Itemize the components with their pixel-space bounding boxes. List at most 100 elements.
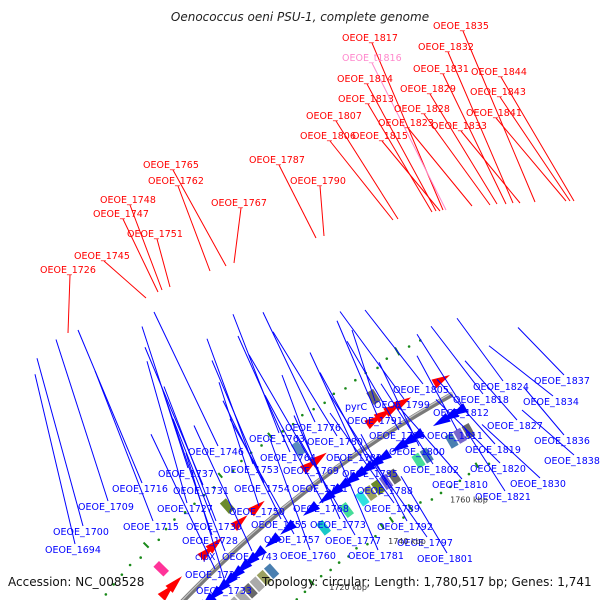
forward-gene-label: OEOE_1748 bbox=[100, 195, 156, 206]
reverse-gene-label: OEOE_1777 bbox=[325, 536, 381, 547]
leader-line bbox=[367, 103, 433, 213]
gc-dot bbox=[337, 561, 341, 564]
leader-line bbox=[521, 409, 575, 456]
gc-dot bbox=[376, 366, 379, 370]
reverse-gene-arrow bbox=[449, 403, 468, 417]
reverse-gene-label: OEOE_1746 bbox=[188, 447, 244, 458]
reverse-gene-label: OEOE_1753 bbox=[223, 465, 279, 476]
reverse-gene-arrow bbox=[407, 427, 426, 442]
reverse-gene-label: OEOE_1802 bbox=[403, 465, 459, 476]
gc-bar bbox=[379, 523, 385, 530]
forward-gene-label: OEOE_1841 bbox=[466, 108, 522, 119]
leader-line bbox=[94, 370, 154, 522]
gc-dot bbox=[385, 357, 389, 360]
forward-gene-label: OEOE_1747 bbox=[93, 209, 149, 220]
backbone-highlight bbox=[181, 392, 453, 600]
forward-gene-label: OEOE_1765 bbox=[143, 160, 199, 171]
reverse-gene-label: OEOE_1709 bbox=[78, 502, 134, 513]
gc-dot bbox=[458, 479, 462, 483]
pyrc-label: pyrC bbox=[345, 402, 368, 413]
leader-line bbox=[329, 140, 394, 221]
gc-dot bbox=[164, 527, 168, 531]
topology-text: Topology: circular; Length: 1,780,517 bp… bbox=[262, 575, 592, 589]
gc-dot bbox=[419, 501, 422, 504]
leader-line bbox=[429, 93, 498, 205]
gc-dot bbox=[240, 459, 243, 463]
gc-dot bbox=[128, 563, 132, 567]
leader-line bbox=[144, 347, 204, 486]
reverse-cog-box bbox=[354, 490, 370, 507]
leader-line bbox=[34, 374, 76, 545]
reverse-gene-label: OEOE_1837 bbox=[534, 376, 590, 387]
reverse-cog-box bbox=[370, 479, 386, 496]
gc-dot bbox=[355, 547, 358, 550]
gc-dot bbox=[347, 555, 350, 558]
reverse-gene-label: OEOE_1760 bbox=[280, 551, 336, 562]
gc-dot bbox=[430, 498, 434, 501]
reverse-gene-label: OEOE_1730 bbox=[186, 522, 242, 533]
leader-line bbox=[222, 400, 282, 520]
gc-bar bbox=[267, 432, 273, 439]
leader-line bbox=[185, 452, 227, 586]
reverse-gene-label: OEOE_1754 bbox=[234, 484, 290, 495]
scale-tick-label: 1740 kbp bbox=[388, 537, 426, 546]
forward-gene-label: OEOE_1832 bbox=[418, 42, 474, 53]
reverse-gene-label: OEOE_1820 bbox=[470, 464, 526, 475]
forward-gene-label: OEOE_1767 bbox=[211, 198, 267, 209]
leader-line bbox=[442, 73, 507, 205]
leader-line bbox=[447, 51, 514, 204]
leader-line bbox=[371, 62, 447, 211]
reverse-gene-arrow bbox=[302, 500, 321, 516]
gc-bar bbox=[407, 503, 414, 512]
reverse-cog-box bbox=[386, 468, 402, 485]
gc-dot bbox=[104, 593, 108, 596]
gc-bar bbox=[474, 462, 480, 469]
scale-tick-label: 1720 kbp bbox=[329, 583, 367, 592]
leader-line bbox=[172, 418, 226, 552]
reverse-gene-label: OEOE_1812 bbox=[433, 408, 489, 419]
gc-dot bbox=[354, 378, 357, 382]
reverse-cog-box bbox=[235, 589, 251, 600]
reverse-cog-box bbox=[256, 569, 273, 586]
gc-dot bbox=[212, 486, 216, 489]
leader-line bbox=[156, 238, 171, 288]
leader-line bbox=[499, 96, 571, 202]
reverse-gene-label: clpX bbox=[195, 552, 216, 563]
forward-gene-label: OEOE_1815 bbox=[352, 131, 408, 142]
reverse-gene-label: OEOE_1838 bbox=[544, 456, 600, 467]
forward-cog-box bbox=[153, 561, 170, 577]
gc-dot bbox=[291, 422, 295, 426]
gc-dot bbox=[402, 516, 405, 519]
reverse-gene-arrow bbox=[265, 532, 282, 548]
gc-dot bbox=[374, 534, 377, 538]
leader-line bbox=[407, 127, 473, 207]
forward-gene-label: OEOE_1833 bbox=[431, 121, 487, 132]
reverse-gene-label: OEOE_1830 bbox=[510, 479, 566, 490]
leader-line bbox=[416, 333, 464, 408]
leader-line bbox=[500, 76, 575, 202]
leader-line bbox=[122, 218, 159, 293]
gene-labels: OEOE_1726 OEOE_1745 OEOE_1747 OEOE_1748 OEOE… bbox=[40, 21, 600, 597]
accession-text: Accession: NC_008528 bbox=[8, 575, 145, 589]
reverse-gene-arrow bbox=[280, 519, 297, 535]
reverse-gene-label: OEOE_1782 bbox=[326, 453, 382, 464]
genome-backbone bbox=[180, 392, 454, 600]
leader-line bbox=[248, 354, 314, 466]
leader-line bbox=[371, 42, 444, 211]
leader-line bbox=[462, 30, 536, 203]
gc-dot bbox=[332, 392, 336, 396]
reverse-gene-label: OEOE_1715 bbox=[123, 522, 179, 533]
forward-gene-label: OEOE_1823 bbox=[378, 118, 434, 129]
leader-line bbox=[364, 309, 424, 385]
forward-gene-label: OEOE_1726 bbox=[40, 265, 96, 276]
forward-gene-label: OEOE_1813 bbox=[338, 94, 394, 105]
reverse-gene-label: OEOE_1785 bbox=[342, 469, 398, 480]
leader-line bbox=[218, 382, 260, 507]
reverse-gene-label: OEOE_1796 bbox=[369, 431, 425, 442]
forward-gene-label: OEOE_1835 bbox=[433, 21, 489, 32]
leader-line bbox=[336, 320, 378, 416]
gc-dot bbox=[329, 568, 332, 572]
leader-line bbox=[435, 399, 501, 464]
scale-tick-label: 1760 kbp bbox=[450, 495, 488, 504]
